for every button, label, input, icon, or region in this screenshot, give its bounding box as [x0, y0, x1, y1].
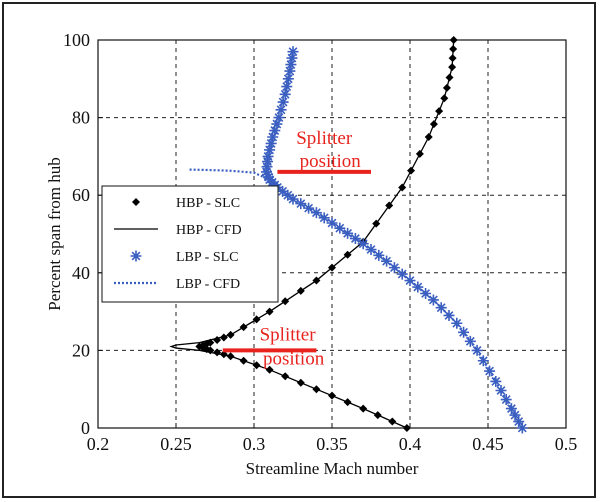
data-point: [273, 112, 285, 124]
series-line: [188, 168, 524, 429]
tick-labels: 0.2 0.25 0.3 0.35 0.4 0.45 0.5 0 20 40 60 80 100: [63, 30, 577, 454]
x-tick-label: 0.2: [87, 434, 110, 454]
data-point: [286, 52, 298, 64]
annotation-text: Splitter: [296, 128, 353, 149]
data-point: [285, 59, 297, 71]
series-line: [169, 39, 455, 429]
legend-label: HBP - SLC: [176, 196, 240, 211]
data-point: [495, 384, 507, 396]
y-tick-label: 20: [72, 340, 90, 360]
data-point: [282, 73, 294, 85]
legend: HBP - SLC HBP - CFD LBP - SLC LBP - CFD: [101, 185, 279, 303]
data-point: [303, 202, 315, 214]
annotation-text: position: [263, 348, 325, 369]
y-tick-label: 40: [72, 263, 90, 283]
y-tick-label: 60: [72, 185, 90, 205]
x-tick-label: 0.3: [243, 434, 266, 454]
x-axis-label: Streamline Mach number: [246, 459, 419, 478]
legend-label: LBP - CFD: [176, 277, 240, 292]
data-point: [262, 169, 274, 181]
data-point: [420, 287, 432, 299]
x-tick-label: 0.4: [399, 434, 422, 454]
data-point: [267, 131, 279, 143]
data-point: [279, 88, 291, 100]
data-point: [284, 65, 296, 77]
data-point: [277, 185, 289, 197]
data-point: [287, 46, 299, 58]
series-layer: [169, 36, 528, 434]
annotation-1: Splitter position: [222, 324, 325, 369]
data-point: [513, 416, 525, 428]
x-tick-label: 0.5: [555, 434, 578, 454]
data-point: [264, 144, 276, 156]
y-axis-label: Percent span from hub: [45, 157, 64, 310]
legend-label: LBP - SLC: [176, 250, 239, 265]
x-tick-label: 0.45: [472, 434, 504, 454]
data-point: [373, 249, 385, 261]
data-point: [281, 81, 293, 93]
data-point: [443, 309, 455, 321]
y-tick-label: 80: [72, 108, 90, 128]
data-point: [310, 207, 322, 219]
data-point: [213, 348, 222, 357]
series-3: [188, 168, 524, 429]
data-point: [277, 96, 289, 108]
data-point: [334, 222, 346, 234]
grid: [98, 40, 566, 428]
data-point: [451, 317, 463, 329]
legend-swatch: [130, 250, 142, 262]
data-point: [263, 171, 275, 183]
legend-swatch: [132, 198, 140, 206]
y-tick-label: 100: [63, 30, 90, 50]
data-point: [505, 403, 517, 415]
data-point: [265, 137, 277, 149]
data-point: [269, 125, 281, 137]
data-point: [357, 238, 369, 250]
x-tick-label: 0.35: [316, 434, 348, 454]
legend-label: HBP - CFD: [176, 223, 242, 238]
data-point: [509, 409, 521, 421]
x-tick-label: 0.25: [160, 434, 192, 454]
data-point: [262, 150, 274, 162]
data-point: [388, 262, 400, 274]
data-point: [404, 275, 416, 287]
annotation-text: Splitter: [260, 324, 317, 345]
annotation-text: position: [300, 151, 362, 172]
data-point: [271, 118, 283, 130]
data-point: [275, 104, 287, 116]
y-tick-label: 0: [81, 418, 90, 438]
series-1: [169, 39, 455, 429]
figure-frame: [2, 2, 596, 498]
